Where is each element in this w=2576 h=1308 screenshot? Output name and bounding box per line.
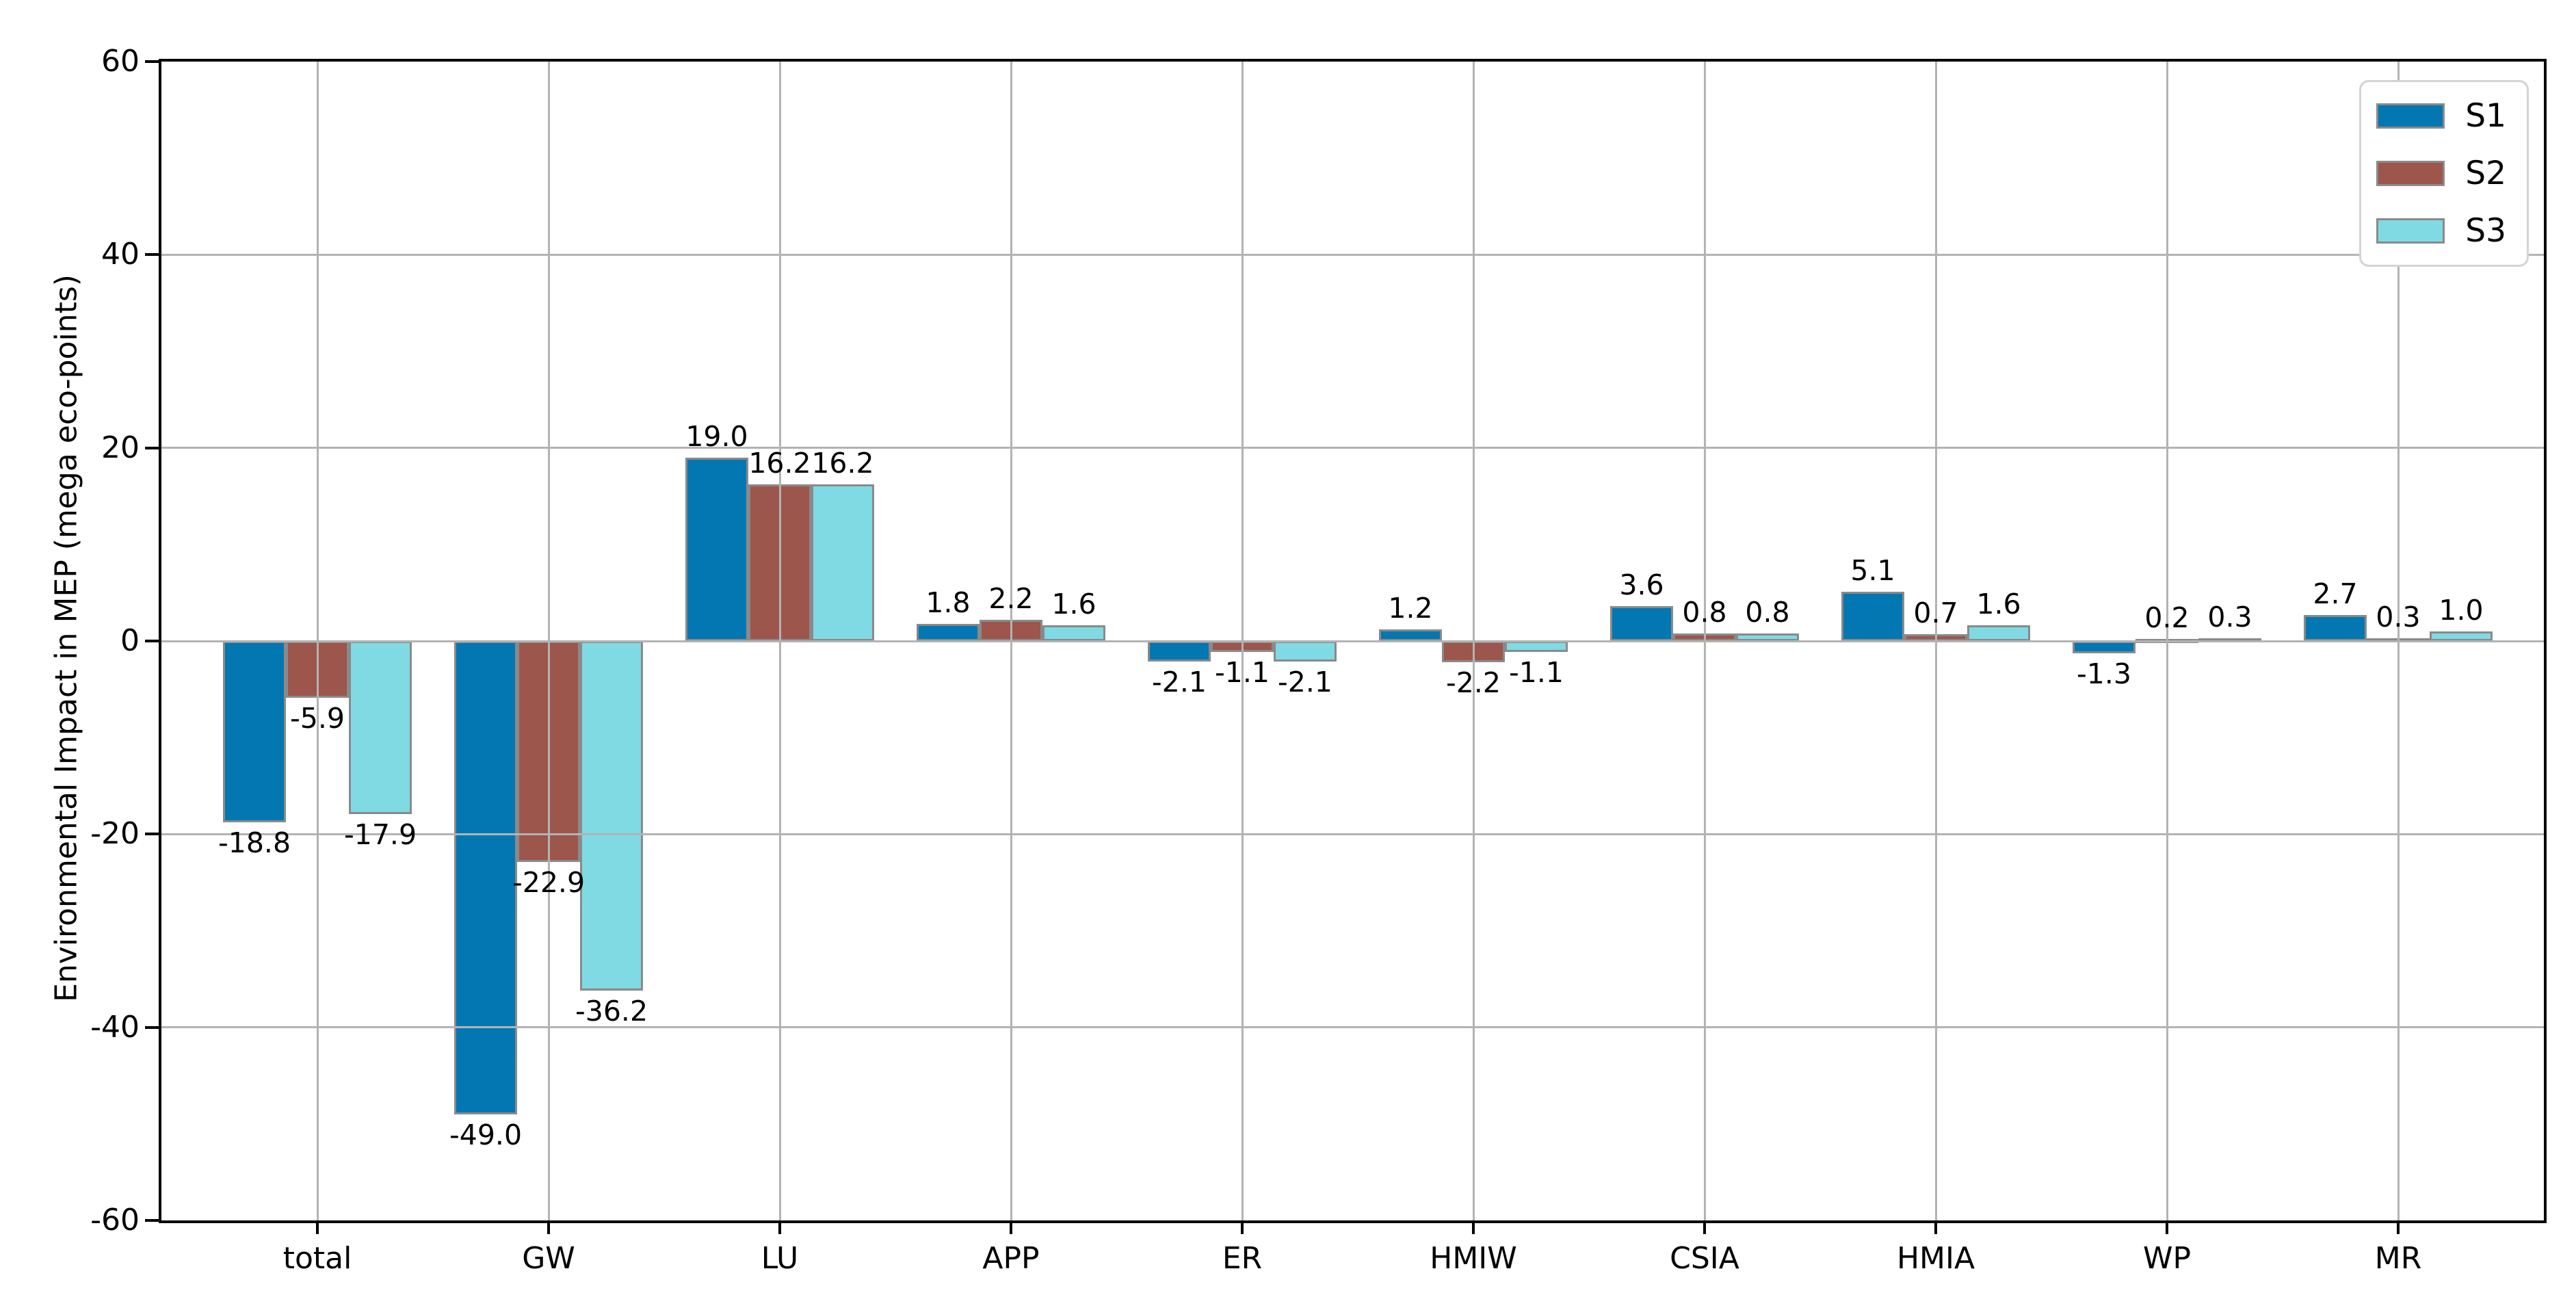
x-tick-mark <box>2166 1223 2168 1234</box>
x-category-label-HMIA: HMIA <box>1896 1241 1975 1276</box>
x-category-label-MR: MR <box>2374 1241 2422 1276</box>
bar-HMIA-S3 <box>1967 625 2030 641</box>
y-tick-label: 60 <box>101 44 140 79</box>
y-tick-mark <box>145 640 159 642</box>
bar-HMIW-S2 <box>1442 641 1505 663</box>
bar-ER-S3 <box>1274 641 1337 662</box>
x-tick-mark <box>1703 1223 1706 1234</box>
bar-LU-S2 <box>748 484 811 641</box>
bar-ER-S1 <box>1148 641 1211 662</box>
bar-WP-S1 <box>2073 641 2135 654</box>
y-tick-label: -20 <box>90 816 140 852</box>
x-category-label-WP: WP <box>2142 1241 2192 1276</box>
x-category-label-GW: GW <box>522 1241 575 1276</box>
bar-APP-S2 <box>980 619 1042 641</box>
y-tick-mark <box>145 1025 159 1029</box>
bar-CSIA-S2 <box>1673 633 1736 641</box>
bar-GW-S3 <box>580 641 643 991</box>
x-tick-mark <box>1010 1223 1012 1234</box>
y-axis-title: Environmental Impact in MEP (mega eco-po… <box>49 274 84 1002</box>
bar-CSIA-S3 <box>1736 633 1799 641</box>
bar-HMIW-S3 <box>1505 641 1568 652</box>
bar-ER-S2 <box>1211 641 1274 652</box>
y-tick-mark <box>145 60 159 63</box>
legend-item-S3: S3 <box>2376 215 2506 247</box>
bar-total-S2 <box>286 641 349 698</box>
bar-MR-S1 <box>2304 614 2367 641</box>
y-tick-label: 40 <box>101 237 140 272</box>
y-tick-label: -40 <box>90 1009 140 1045</box>
x-category-label-LU: LU <box>761 1241 799 1276</box>
bar-WP-S2 <box>2135 639 2198 644</box>
bars-layer <box>161 62 2544 1220</box>
bar-HMIA-S2 <box>1904 634 1967 641</box>
legend-swatch-S1 <box>2376 103 2445 129</box>
bar-MR-S2 <box>2367 638 2430 642</box>
x-tick-mark <box>547 1223 550 1234</box>
plot-area: -18.8 -49.0 19.0 1.8 -2.1 1.2 3.6 5.1 -1.3 2.7 -5.… <box>90 47 2547 1274</box>
bar-total-S1 <box>223 641 286 823</box>
y-tick-mark <box>145 446 159 449</box>
bar-MR-S3 <box>2430 631 2493 641</box>
bar-CSIA-S1 <box>1610 606 1673 641</box>
legend: S1 S2 S3 <box>2359 80 2529 267</box>
x-tick-mark <box>1934 1223 1937 1234</box>
y-tick-mark <box>145 833 159 836</box>
legend-swatch-S3 <box>2376 218 2445 244</box>
legend-label-S3: S3 <box>2465 212 2506 250</box>
x-tick-mark <box>1472 1223 1475 1234</box>
bar-LU-S1 <box>685 457 748 641</box>
legend-label-S1: S1 <box>2465 97 2506 135</box>
legend-swatch-S2 <box>2376 161 2445 186</box>
bar-total-S3 <box>349 641 412 814</box>
bar-APP-S3 <box>1042 625 1105 641</box>
y-tick-mark <box>145 1219 159 1222</box>
y-tick-label: -60 <box>90 1203 140 1238</box>
legend-item-S2: S2 <box>2376 157 2506 189</box>
y-tick-mark <box>145 253 159 257</box>
x-category-label-APP: APP <box>982 1241 1040 1276</box>
x-category-label-ER: ER <box>1222 1241 1263 1276</box>
bar-LU-S3 <box>811 484 874 641</box>
x-category-label-total: total <box>282 1241 352 1276</box>
legend-label-S2: S2 <box>2465 155 2506 192</box>
x-category-label-CSIA: CSIA <box>1670 1241 1739 1276</box>
bar-GW-S2 <box>517 641 580 863</box>
legend-item-S1: S1 <box>2376 100 2506 132</box>
bar-HMIA-S1 <box>1841 592 1904 641</box>
x-tick-mark <box>778 1223 781 1234</box>
x-tick-mark <box>1241 1223 1244 1234</box>
x-tick-mark <box>2397 1223 2400 1234</box>
x-tick-mark <box>316 1223 319 1234</box>
bar-WP-S3 <box>2198 638 2261 642</box>
bar-HMIW-S1 <box>1379 629 1442 641</box>
x-category-label-HMIW: HMIW <box>1430 1241 1517 1276</box>
y-tick-label: 20 <box>101 430 140 465</box>
bar-GW-S1 <box>454 641 517 1114</box>
y-tick-label: 0 <box>120 623 140 658</box>
bar-APP-S1 <box>917 623 980 641</box>
